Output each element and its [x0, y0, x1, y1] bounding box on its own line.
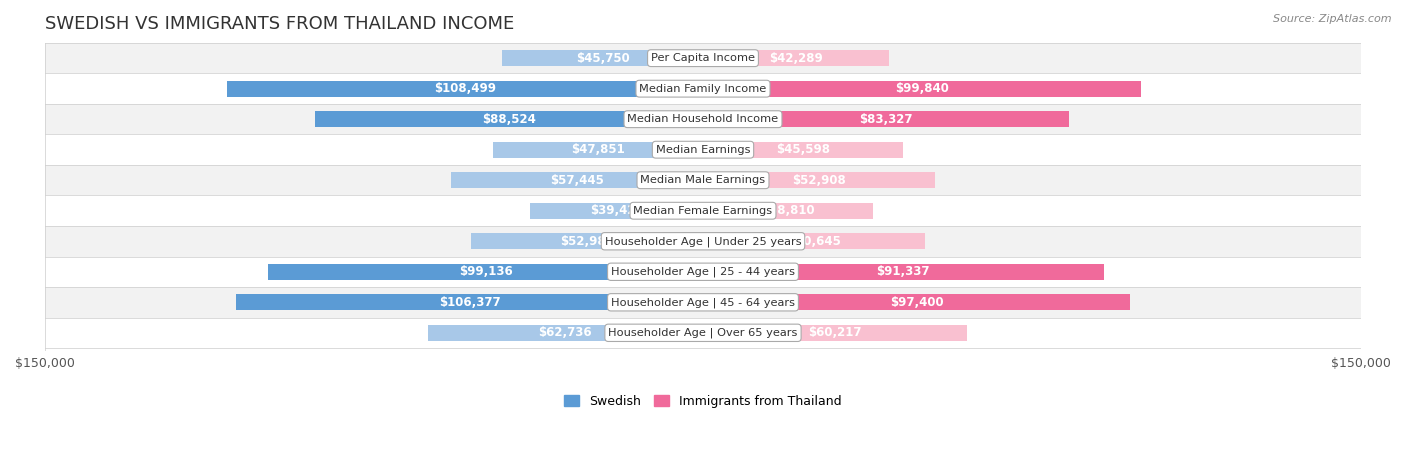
Text: Source: ZipAtlas.com: Source: ZipAtlas.com — [1274, 14, 1392, 24]
Bar — [45, 104, 1361, 134]
Bar — [502, 50, 703, 66]
Text: $88,524: $88,524 — [482, 113, 536, 126]
Text: Householder Age | Under 25 years: Householder Age | Under 25 years — [605, 236, 801, 247]
Text: Per Capita Income: Per Capita Income — [651, 53, 755, 63]
Bar — [703, 264, 1104, 280]
Bar — [45, 226, 1361, 256]
Text: Median Family Income: Median Family Income — [640, 84, 766, 94]
Bar — [427, 325, 703, 341]
Bar — [45, 256, 1361, 287]
Text: Householder Age | 25 - 44 years: Householder Age | 25 - 44 years — [612, 267, 794, 277]
Text: SWEDISH VS IMMIGRANTS FROM THAILAND INCOME: SWEDISH VS IMMIGRANTS FROM THAILAND INCO… — [45, 15, 515, 33]
Bar — [269, 264, 703, 280]
Bar — [703, 50, 889, 66]
Text: $106,377: $106,377 — [439, 296, 501, 309]
Bar — [703, 294, 1130, 310]
Text: $50,645: $50,645 — [787, 235, 841, 248]
Bar — [45, 73, 1361, 104]
Text: Median Female Earnings: Median Female Earnings — [634, 206, 772, 216]
Bar — [226, 81, 703, 97]
Bar — [703, 142, 903, 158]
Bar — [703, 81, 1142, 97]
Text: Median Household Income: Median Household Income — [627, 114, 779, 124]
Text: Householder Age | 45 - 64 years: Householder Age | 45 - 64 years — [612, 297, 794, 308]
Text: $99,136: $99,136 — [458, 265, 512, 278]
Bar — [494, 142, 703, 158]
Bar — [703, 203, 873, 219]
Legend: Swedish, Immigrants from Thailand: Swedish, Immigrants from Thailand — [560, 389, 846, 413]
Bar — [45, 165, 1361, 196]
Text: $108,499: $108,499 — [434, 82, 496, 95]
Bar — [315, 111, 703, 127]
Text: $45,598: $45,598 — [776, 143, 830, 156]
Text: $38,810: $38,810 — [761, 204, 815, 217]
Bar — [236, 294, 703, 310]
Bar — [45, 134, 1361, 165]
Text: $57,445: $57,445 — [550, 174, 605, 187]
Text: Householder Age | Over 65 years: Householder Age | Over 65 years — [609, 327, 797, 338]
Text: Median Earnings: Median Earnings — [655, 145, 751, 155]
Text: $52,986: $52,986 — [560, 235, 613, 248]
Text: $99,840: $99,840 — [896, 82, 949, 95]
Text: $52,908: $52,908 — [792, 174, 846, 187]
Text: $42,289: $42,289 — [769, 52, 823, 64]
Text: $83,327: $83,327 — [859, 113, 912, 126]
Bar — [45, 287, 1361, 318]
Bar — [703, 234, 925, 249]
Text: $62,736: $62,736 — [538, 326, 592, 340]
Bar — [703, 325, 967, 341]
Text: $47,851: $47,851 — [571, 143, 624, 156]
Text: $45,750: $45,750 — [576, 52, 630, 64]
Bar — [45, 43, 1361, 73]
Bar — [530, 203, 703, 219]
Bar — [451, 172, 703, 188]
Text: Median Male Earnings: Median Male Earnings — [641, 175, 765, 185]
Text: $39,421: $39,421 — [589, 204, 644, 217]
Text: $60,217: $60,217 — [808, 326, 862, 340]
Bar — [471, 234, 703, 249]
Text: $91,337: $91,337 — [876, 265, 931, 278]
Bar — [45, 318, 1361, 348]
Bar — [703, 172, 935, 188]
Bar — [45, 196, 1361, 226]
Bar — [703, 111, 1069, 127]
Text: $97,400: $97,400 — [890, 296, 943, 309]
